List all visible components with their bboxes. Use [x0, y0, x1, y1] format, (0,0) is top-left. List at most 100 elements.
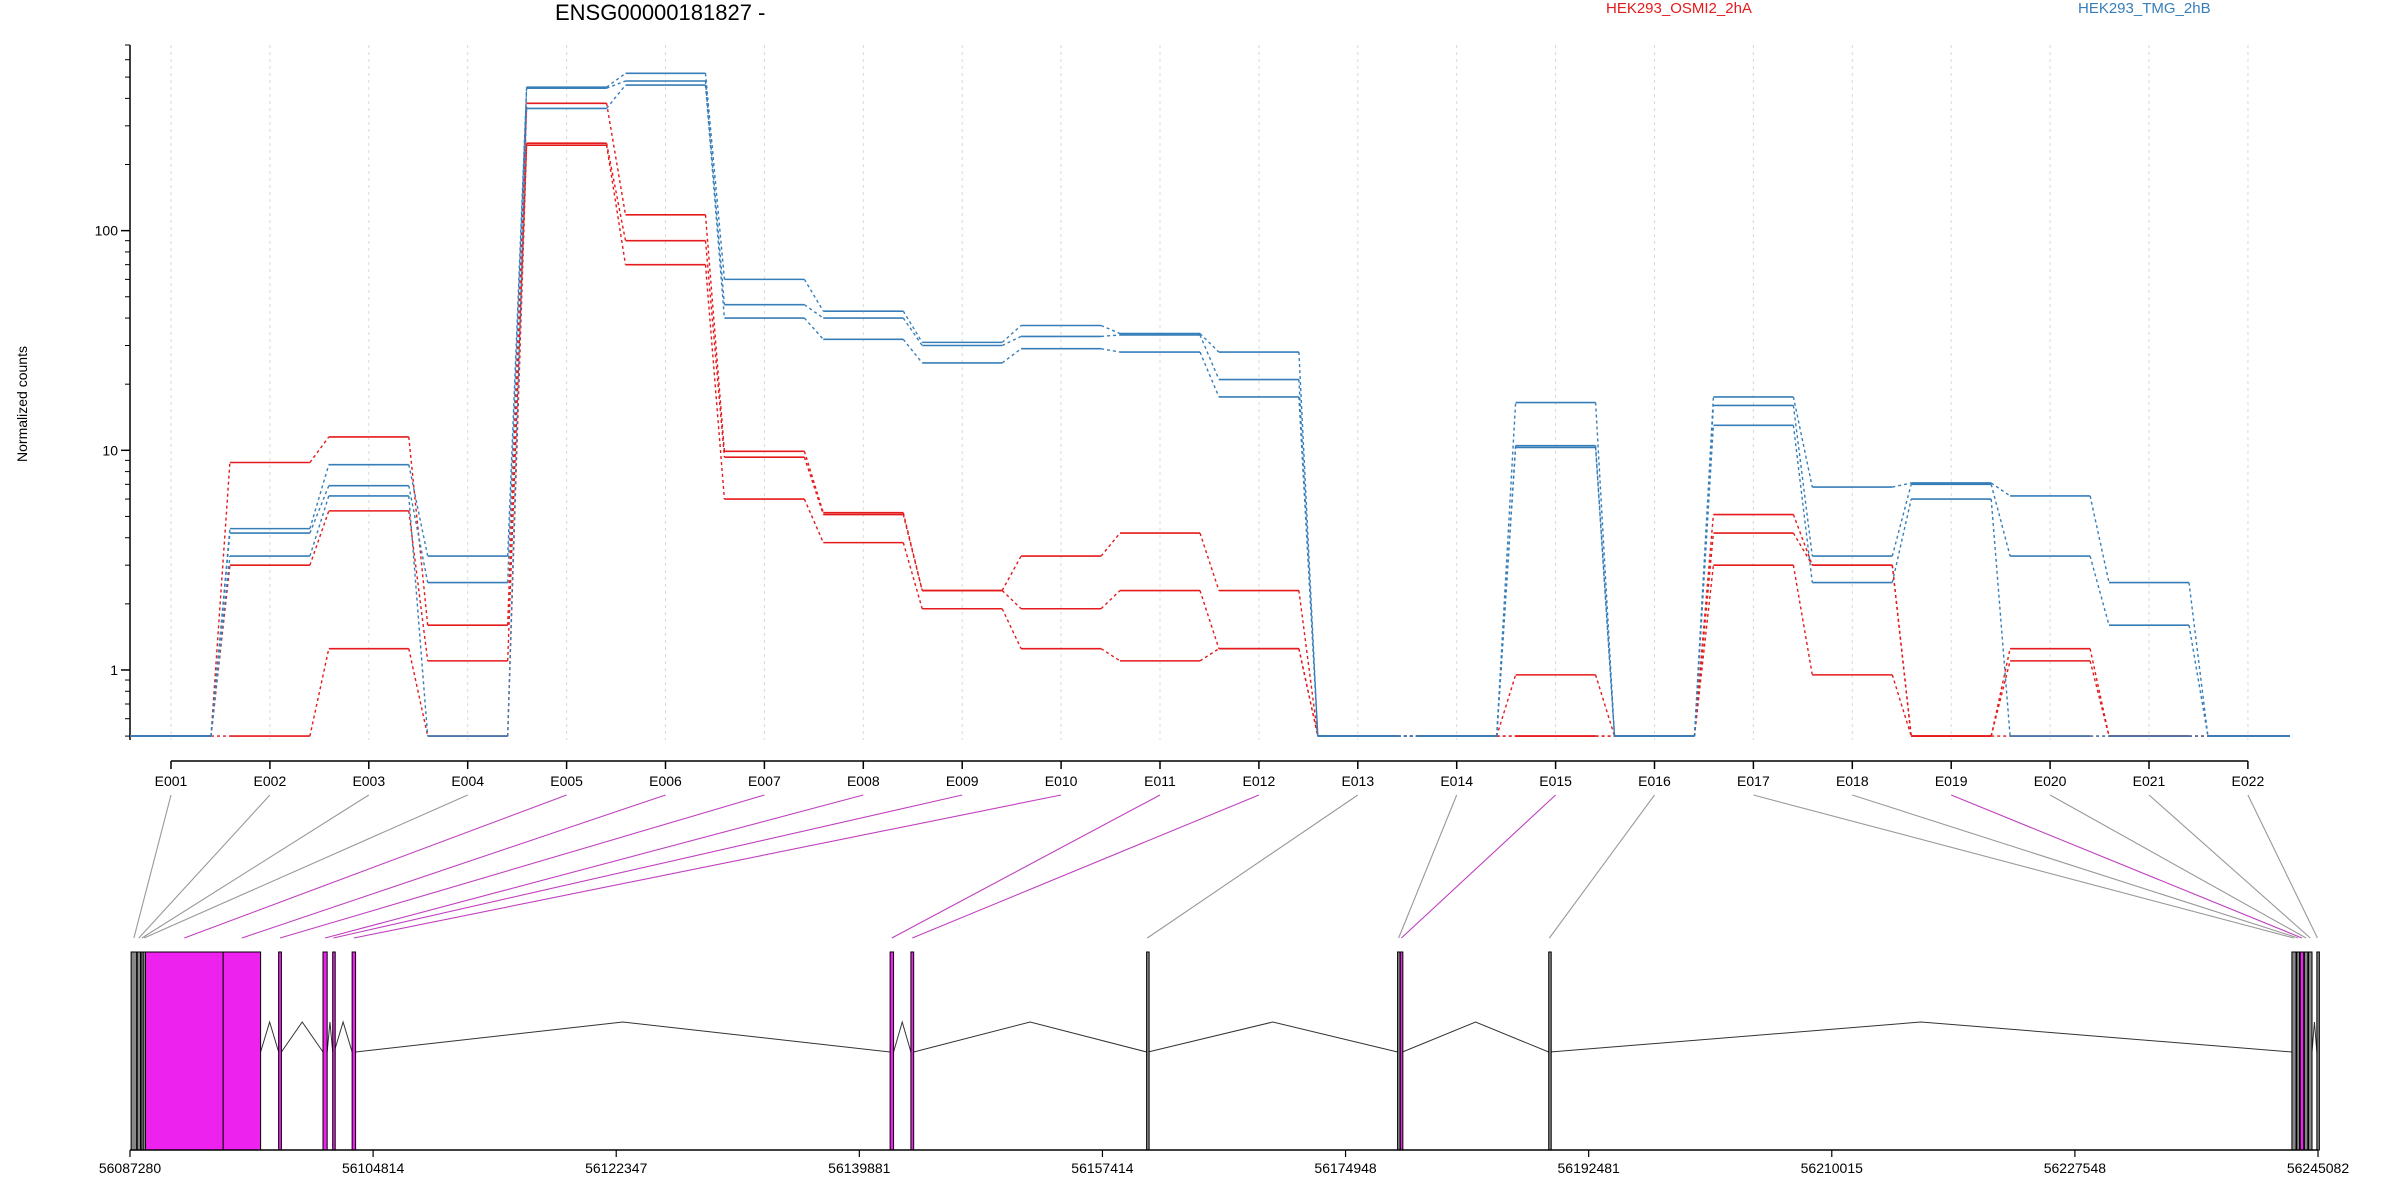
- series-transition: [210, 556, 231, 737]
- x-tick-label-e007: E007: [748, 773, 781, 789]
- series-transition: [803, 451, 824, 513]
- series-transition: [605, 145, 627, 265]
- exon-box-e018: [2296, 951, 2301, 1151]
- exon-box-e010: [351, 951, 357, 1151]
- series-transition: [1298, 396, 1319, 737]
- series-transition: [1693, 533, 1715, 737]
- y-tick-label: 1: [110, 662, 118, 678]
- series-transition: [1594, 447, 1616, 737]
- series-transition: [902, 512, 923, 591]
- series-transition: [309, 464, 330, 529]
- series-transition: [704, 214, 726, 452]
- series-transition: [210, 533, 231, 737]
- intron-line: [333, 1020, 353, 1053]
- connector-e021: [2148, 794, 2311, 939]
- connector-e005: [184, 794, 567, 939]
- series-transition: [1891, 565, 1912, 737]
- x-tick-label-e010: E010: [1045, 773, 1078, 789]
- connector-e016: [1548, 794, 1655, 939]
- series-transition: [704, 73, 726, 280]
- exon-box-e016: [1548, 951, 1552, 1151]
- x-tick-label-e020: E020: [2034, 773, 2067, 789]
- x-tick-label-e006: E006: [649, 773, 682, 789]
- series-transition: [1199, 532, 1220, 591]
- exon-box-e021: [2308, 951, 2313, 1151]
- connector-e011: [891, 794, 1161, 939]
- intron-line: [1550, 1021, 2292, 1053]
- x-tick-label-e005: E005: [550, 773, 583, 789]
- series-transition: [1792, 425, 1813, 583]
- chart-title: ENSG00000181827 -: [555, 0, 766, 25]
- x-tick-label-e017: E017: [1737, 773, 1770, 789]
- series-transition: [507, 88, 528, 583]
- series-transition: [1101, 334, 1121, 338]
- intron-line: [355, 1021, 891, 1053]
- series-transition: [1990, 484, 2011, 557]
- x-tick-label-e018: E018: [1836, 773, 1869, 789]
- series-transition: [1001, 335, 1022, 347]
- series-transition: [606, 84, 627, 109]
- genomic-tick-label: 56210015: [1801, 1160, 1864, 1176]
- series-transition: [1891, 674, 1912, 737]
- exon-box-e007: [278, 951, 282, 1151]
- series-transition: [1892, 482, 1912, 488]
- legend-entry-tmg: HEK293_TMG_2hB: [2078, 0, 2211, 17]
- x-tick-label-e019: E019: [1935, 773, 1968, 789]
- series-transition: [803, 457, 824, 515]
- series-transition: [210, 462, 231, 737]
- series-transition: [2089, 495, 2110, 583]
- exon-box-e017: [2291, 951, 2297, 1151]
- intron-line: [260, 1020, 280, 1053]
- series-transition: [902, 317, 923, 346]
- series-transition: [1792, 532, 1813, 566]
- connector-e013: [1147, 794, 1359, 939]
- intron-line: [1147, 1021, 1398, 1053]
- series-transition: [2188, 582, 2209, 737]
- series-transition: [309, 436, 330, 463]
- series-transition: [902, 338, 923, 364]
- series-transition: [2089, 660, 2110, 737]
- connector-e022: [2247, 794, 2318, 939]
- connector-e009: [333, 794, 963, 939]
- series-transition: [1792, 565, 1813, 675]
- x-tick-label-e002: E002: [254, 773, 287, 789]
- series-transition: [2188, 625, 2209, 737]
- series-transition: [1100, 648, 1121, 662]
- intron-line: [1402, 1021, 1549, 1053]
- connector-e017: [1753, 794, 2295, 939]
- series-transition: [1100, 532, 1121, 557]
- series-transition: [1792, 405, 1813, 557]
- connector-e015: [1401, 794, 1556, 939]
- series-transition: [902, 514, 923, 591]
- genomic-coordinate-axis: 56087280 56104814 56122347 56139881 56157414…: [99, 1149, 2349, 1176]
- series-transition: [1990, 660, 2011, 737]
- connector-e004: [143, 794, 468, 939]
- x-tick-label-e004: E004: [451, 773, 484, 789]
- x-tick-label-e012: E012: [1243, 773, 1276, 789]
- genomic-tick-label: 56139881: [828, 1160, 891, 1176]
- exon-box-e022: [2316, 951, 2320, 1151]
- exon-box-e013: [1146, 951, 1150, 1151]
- series-lines: [130, 72, 2290, 737]
- intron-line: [913, 1021, 1147, 1053]
- x-tick-label-e003: E003: [352, 773, 385, 789]
- series-transition: [704, 264, 726, 500]
- series-transition: [803, 279, 824, 312]
- vertical-gridlines: [170, 45, 2249, 740]
- connector-e001: [133, 794, 172, 939]
- series-transition: [803, 304, 824, 319]
- series-transition: [408, 436, 429, 626]
- exon-to-gene-connectors: [133, 794, 2318, 939]
- series-transition: [1693, 425, 1715, 737]
- x-tick-label-e015: E015: [1539, 773, 1572, 789]
- genomic-tick-label: 56192481: [1558, 1160, 1621, 1176]
- series-transition: [1990, 482, 2011, 497]
- legend-entry-osmi2: HEK293_OSMI2_2hA: [1606, 0, 1752, 17]
- exon-box-e014: [1397, 951, 1401, 1151]
- series-transition: [606, 72, 626, 88]
- x-tick-label-e022: E022: [2232, 773, 2265, 789]
- connector-e014: [1398, 794, 1458, 939]
- series-transition: [1891, 484, 1912, 557]
- x-tick-label-e001: E001: [155, 773, 188, 789]
- series-transition: [1792, 396, 1813, 488]
